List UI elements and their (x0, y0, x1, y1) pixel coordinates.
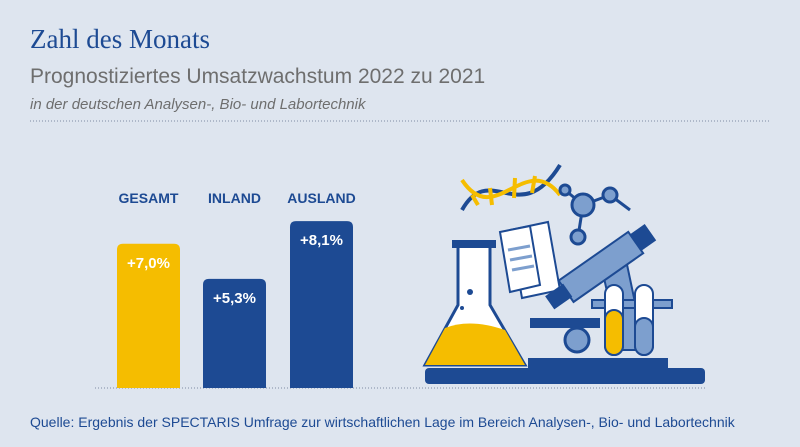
source: Quelle: Ergebnis der SPECTARIS Umfrage z… (30, 414, 736, 430)
value-label: +8,1% (300, 232, 343, 249)
value-label: +5,3% (213, 290, 256, 307)
category-label: AUSLAND (287, 190, 355, 206)
bar (290, 221, 353, 388)
bar (117, 243, 180, 388)
category-label: GESAMT (119, 190, 179, 206)
chart-title: Zahl des Monats (30, 24, 210, 54)
category-label: INLAND (208, 190, 261, 206)
chart-description: in der deutschen Analysen-, Bio- und Lab… (30, 96, 367, 113)
bar (203, 278, 266, 388)
chart-subtitle: Prognostiziertes Umsatzwachstum 2022 zu … (30, 65, 485, 88)
illustration (422, 163, 705, 384)
value-label: +7,0% (127, 255, 170, 272)
